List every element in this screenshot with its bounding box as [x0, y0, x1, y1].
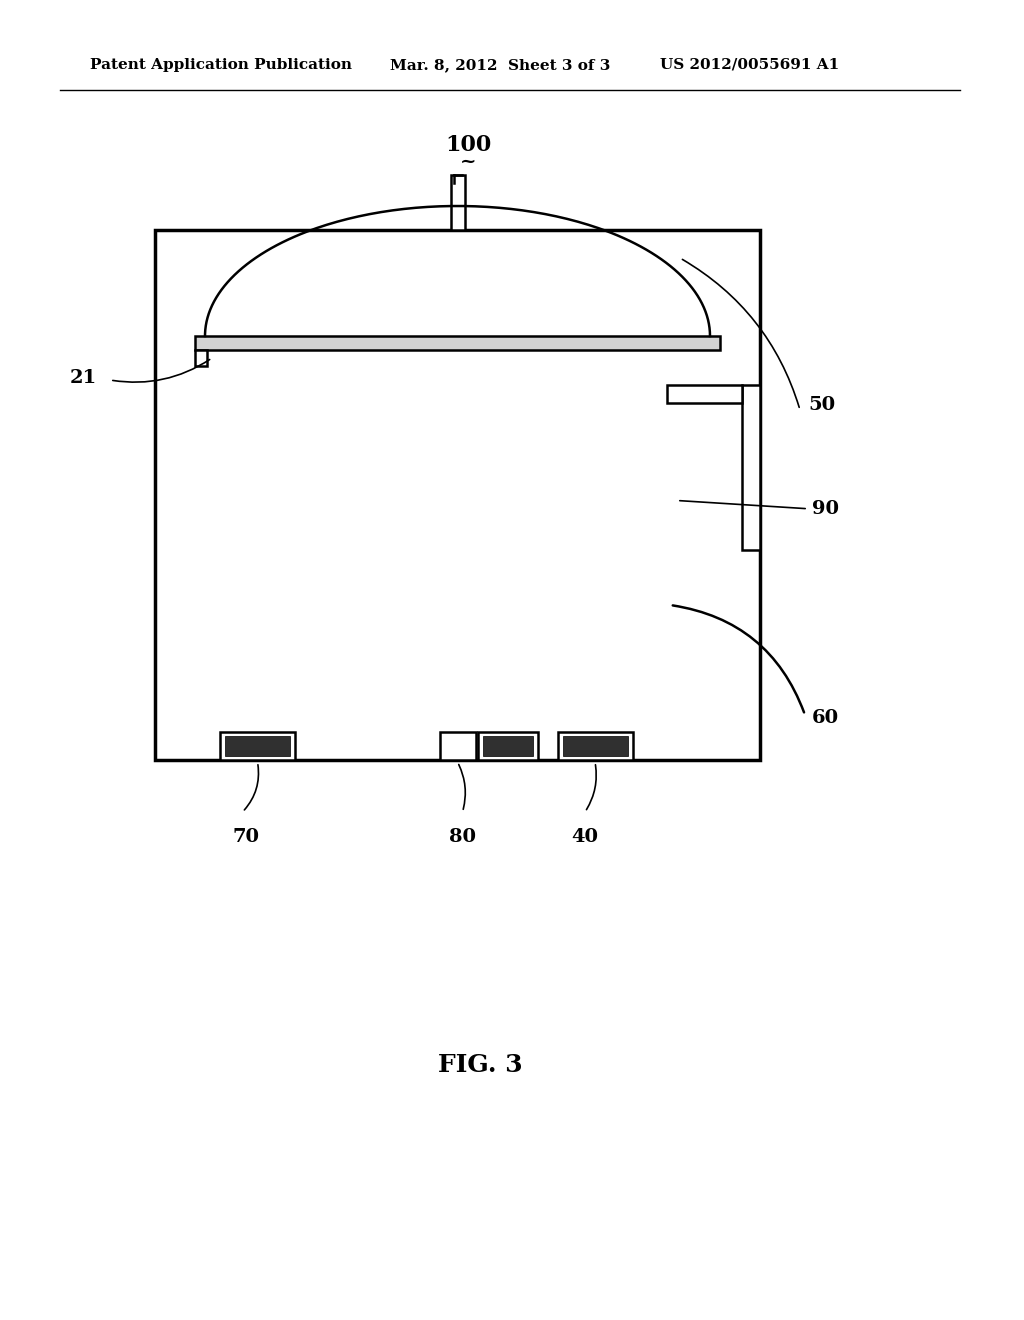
Bar: [439, 733, 475, 760]
Bar: [225, 737, 290, 756]
Text: FIG. 3: FIG. 3: [437, 1053, 522, 1077]
Text: 21: 21: [70, 370, 97, 387]
Bar: [482, 737, 532, 756]
Text: 70: 70: [232, 828, 259, 846]
Text: Patent Application Publication: Patent Application Publication: [90, 58, 352, 73]
Text: 50: 50: [808, 396, 836, 414]
Text: US 2012/0055691 A1: US 2012/0055691 A1: [660, 58, 840, 73]
Bar: [195, 337, 720, 350]
Text: 40: 40: [571, 828, 598, 846]
Bar: [451, 176, 465, 230]
Bar: [195, 350, 207, 366]
Text: Mar. 8, 2012  Sheet 3 of 3: Mar. 8, 2012 Sheet 3 of 3: [390, 58, 610, 73]
Bar: [562, 737, 628, 756]
Bar: [155, 230, 760, 760]
Bar: [220, 733, 295, 760]
Text: 100: 100: [444, 135, 492, 156]
Bar: [477, 733, 538, 760]
Text: 90: 90: [812, 500, 839, 517]
Bar: [667, 385, 742, 403]
Text: 80: 80: [449, 828, 476, 846]
Bar: [557, 733, 633, 760]
Bar: [742, 385, 760, 550]
Text: 60: 60: [812, 709, 839, 727]
Text: ~: ~: [460, 153, 476, 172]
